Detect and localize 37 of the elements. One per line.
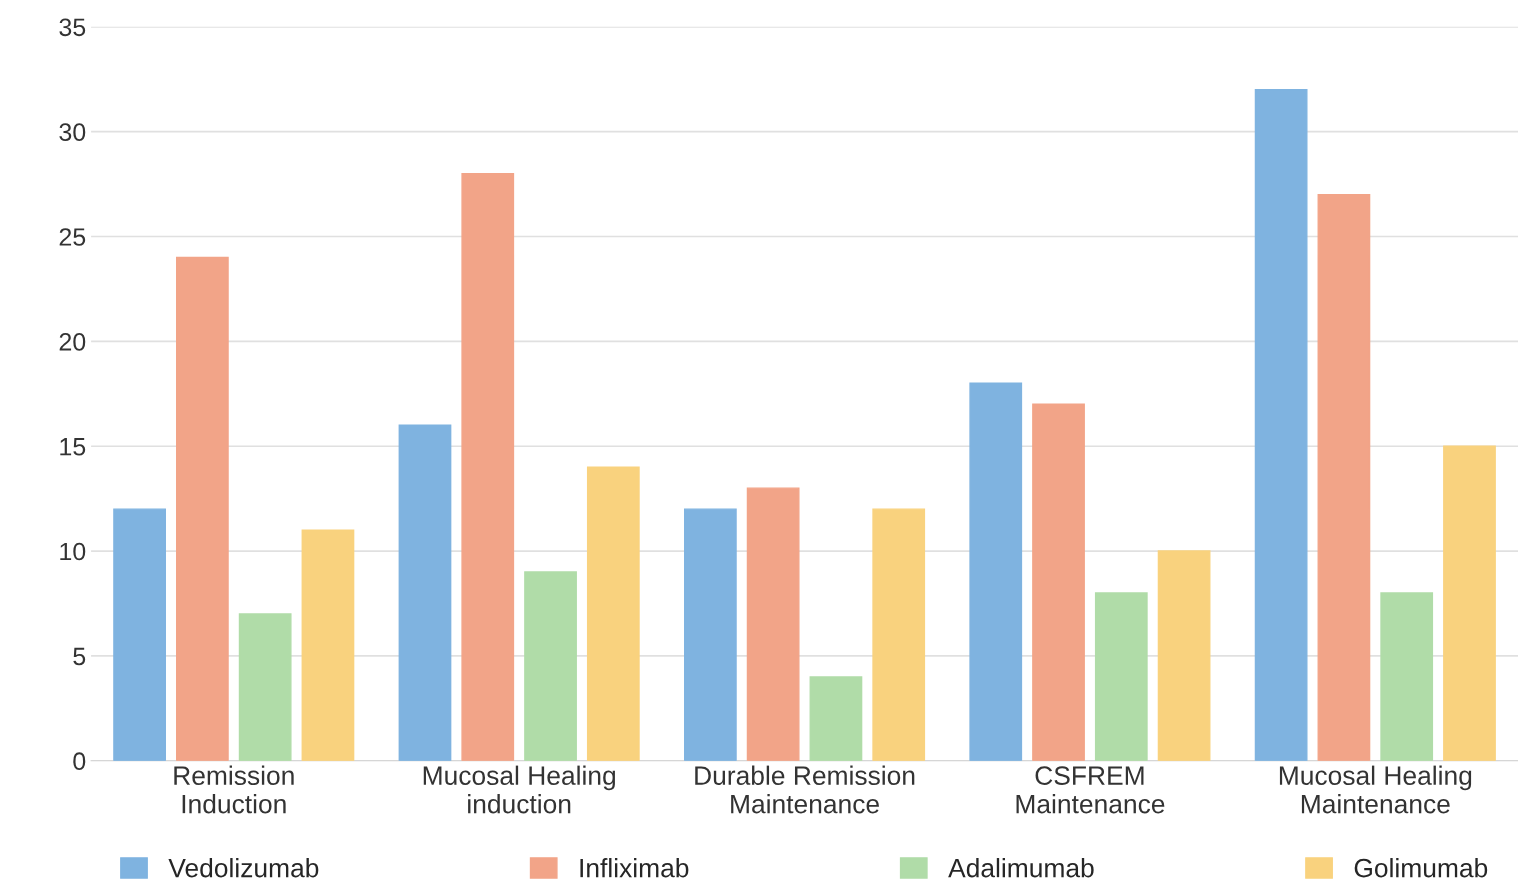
legend-label: Adalimumab: [948, 858, 1094, 878]
x-tick-label: Durable Remission Maintenance: [695, 765, 915, 814]
bar: [1254, 89, 1308, 761]
bar: [524, 571, 577, 761]
bar: [746, 487, 800, 761]
bar: [113, 508, 166, 761]
bar: [461, 172, 515, 761]
bar: [398, 424, 452, 761]
bar: [1094, 592, 1148, 761]
bar: [586, 466, 640, 761]
bar: [176, 256, 229, 761]
y-tick-label: 10: [60, 542, 86, 561]
bar: [1380, 592, 1434, 761]
bar: [1443, 445, 1496, 761]
y-tick-label: 5: [73, 647, 86, 666]
y-tick-label: 25: [59, 228, 86, 246]
bar: [809, 676, 863, 761]
y-tick-label: 0: [73, 752, 86, 771]
x-tick-label: Mucosal Healing Maintenance: [1279, 765, 1472, 814]
bar: [872, 508, 926, 761]
y-tick-label: 15: [60, 438, 86, 456]
bar: [969, 382, 1023, 761]
y-tick-label: 20: [59, 332, 86, 351]
bar: [238, 613, 292, 761]
y-tick-label: 35: [59, 18, 86, 37]
legend-label: Vedolizumab: [168, 858, 319, 878]
y-tick-label: 30: [59, 123, 86, 141]
legend-label: Golimumab: [1354, 858, 1488, 878]
bar: [1032, 403, 1085, 761]
x-tick-label: Remission Induction: [174, 765, 294, 814]
bar: [1157, 550, 1211, 761]
legend-label: Infliximab: [580, 858, 689, 878]
bar: [301, 529, 355, 761]
bar: [1317, 193, 1371, 761]
x-tick-label: CSFREM Maintenance: [1016, 766, 1165, 814]
x-tick-label: Mucosal Healing induction: [423, 765, 615, 814]
bar: [683, 508, 737, 761]
